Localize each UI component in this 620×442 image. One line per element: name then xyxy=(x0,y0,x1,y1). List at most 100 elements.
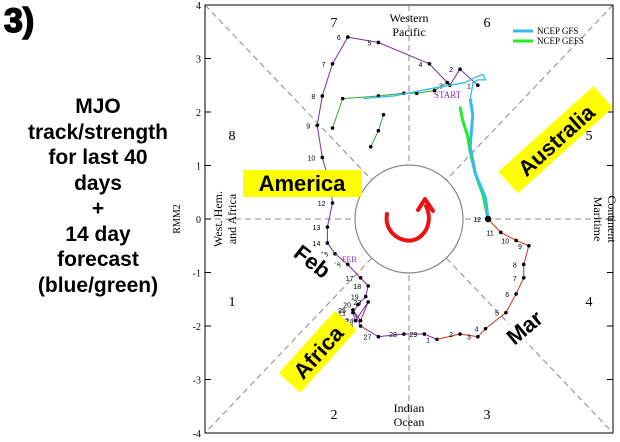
region-labels: Western Pacific Indian Ocean West. Hem. … xyxy=(211,11,619,429)
data-point xyxy=(320,155,325,160)
data-point xyxy=(330,62,335,66)
sector-number-4: 4 xyxy=(586,295,593,310)
y-tick-label: -2 xyxy=(193,322,201,333)
america-callout: America xyxy=(259,171,347,196)
data-point xyxy=(376,40,381,45)
feb-marker-label: FEB xyxy=(342,255,357,264)
data-point xyxy=(330,126,335,130)
data-point xyxy=(358,276,363,280)
africa-callout-bg xyxy=(278,310,357,393)
unit-circle xyxy=(354,164,464,274)
point-label: 5 xyxy=(495,311,499,318)
data-point xyxy=(346,262,350,267)
caption-line: + xyxy=(91,197,105,220)
point-label: 9 xyxy=(518,244,522,251)
point-label: 9 xyxy=(306,123,310,130)
mar-callout-bg xyxy=(497,301,552,353)
caption-line: forecast xyxy=(57,248,139,271)
point-label: 27 xyxy=(364,335,372,342)
data-point xyxy=(366,300,371,304)
point-label: 25 xyxy=(338,308,346,315)
series-line-observed_mar xyxy=(436,218,530,340)
feb-callout-bg xyxy=(285,236,340,287)
sector-number-6: 6 xyxy=(484,16,491,31)
caption-line: days xyxy=(74,171,122,195)
legend-label-gefs: NCEP GEFS xyxy=(537,36,584,46)
data-point xyxy=(358,324,363,328)
point-label: 19 xyxy=(351,295,359,302)
data-point xyxy=(320,94,325,98)
caption-line: for last 40 xyxy=(48,146,148,169)
point-label: 8 xyxy=(513,262,517,269)
data-point xyxy=(514,292,518,296)
data-point xyxy=(368,144,373,149)
region-top-line-2: Pacific xyxy=(392,25,425,39)
point-label: 3 xyxy=(467,335,471,342)
point-label: 6 xyxy=(505,292,509,299)
y-tick-label: 2 xyxy=(196,108,201,119)
start-label: START xyxy=(434,90,462,100)
data-point xyxy=(427,62,432,66)
region-bottom-line-1: Indian xyxy=(394,401,425,415)
data-point xyxy=(330,201,335,205)
caption-line: 14 day xyxy=(65,222,131,246)
point-label: 1 xyxy=(467,83,471,90)
data-point xyxy=(402,332,406,336)
point-label: 18 xyxy=(353,284,361,291)
series-line-ncep_gfs xyxy=(468,98,490,220)
data-point xyxy=(353,318,358,323)
sector-number-5: 5 xyxy=(586,129,593,144)
point-label: 11 xyxy=(487,230,494,237)
point-label: 8 xyxy=(311,94,315,101)
y-tick-label: -4 xyxy=(193,429,201,440)
caption-line: (blue/green) xyxy=(37,273,159,297)
sector-number-1: 1 xyxy=(229,295,236,310)
current-point xyxy=(484,215,492,223)
data-point xyxy=(483,326,488,331)
data-point xyxy=(458,67,462,71)
y-tick-label: -1 xyxy=(193,269,201,280)
legend-label-gfs: NCEP GFS xyxy=(537,26,578,36)
region-left-line-2: and Africa xyxy=(225,193,239,244)
point-label: 7 xyxy=(513,276,517,283)
point-label: 13 xyxy=(313,225,321,232)
point-label: 7 xyxy=(322,62,326,69)
region-right-line-1: Maritime xyxy=(591,197,605,242)
data-point xyxy=(356,302,360,307)
data-point xyxy=(325,241,330,245)
sector-number-3: 3 xyxy=(484,408,491,423)
data-point xyxy=(422,332,427,336)
region-right-line-2: Continent xyxy=(605,195,619,243)
data-point xyxy=(346,35,350,39)
series-line-ncep_gfs-extended xyxy=(363,73,487,100)
y-tick-label: 4 xyxy=(196,1,201,12)
data-point xyxy=(499,230,503,235)
point-label: 1 xyxy=(426,337,430,344)
point-label: 4 xyxy=(475,327,479,334)
data-point xyxy=(366,284,371,288)
data-point xyxy=(458,332,462,336)
data-point xyxy=(315,123,320,128)
data-point xyxy=(325,225,330,229)
data-point xyxy=(521,262,526,267)
y-tick-label: 3 xyxy=(196,55,201,66)
point-label: 14 xyxy=(313,241,321,248)
panel-number: 3) xyxy=(3,1,35,41)
america-callout-bg xyxy=(243,170,362,197)
data-point xyxy=(363,294,368,299)
data-point xyxy=(351,310,355,315)
region-top-line-1: Western xyxy=(389,11,428,25)
point-label: 29 xyxy=(410,332,418,339)
sector-number-2: 2 xyxy=(331,408,338,423)
point-label: 24 xyxy=(346,319,354,326)
caption: MJO track/strength for last 40 days + 14… xyxy=(0,94,196,298)
point-label: 5 xyxy=(367,40,371,47)
point-label: 17 xyxy=(346,276,354,283)
caption-line: MJO xyxy=(75,95,121,118)
point-label: 23 xyxy=(353,300,361,307)
point-label: 10 xyxy=(501,238,509,245)
data-point xyxy=(432,88,437,93)
point-label: 4 xyxy=(418,62,422,69)
caption-line: track/strength xyxy=(27,120,169,144)
